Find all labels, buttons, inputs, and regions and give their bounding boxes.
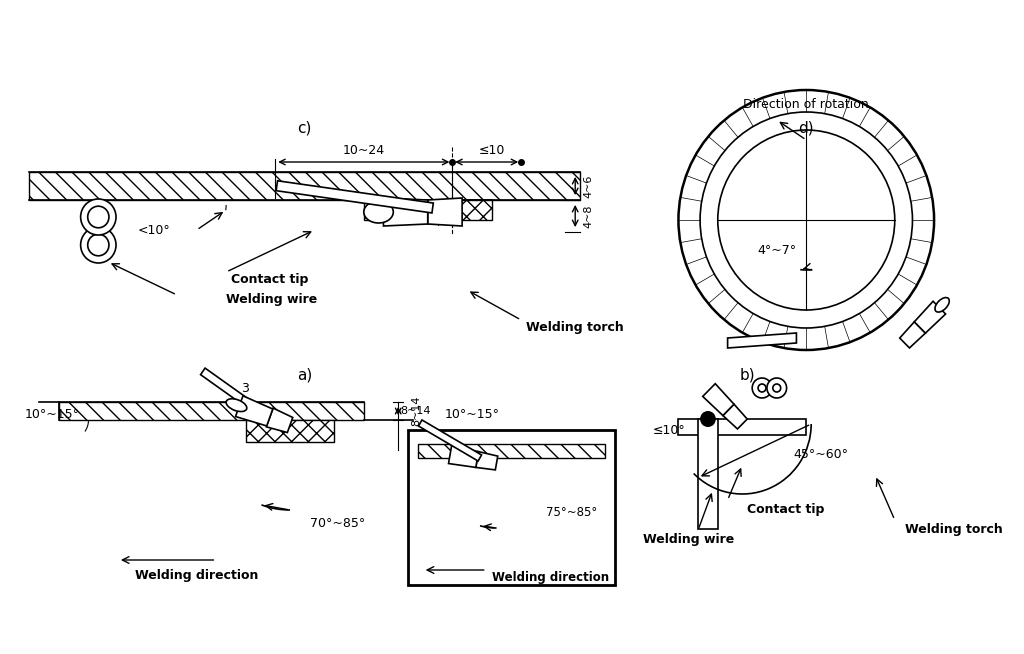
Circle shape	[718, 130, 895, 310]
Bar	[59, 402, 364, 420]
Bar	[30, 172, 581, 200]
Polygon shape	[449, 446, 478, 468]
Polygon shape	[702, 384, 734, 415]
Polygon shape	[276, 181, 433, 213]
Circle shape	[758, 384, 766, 392]
Ellipse shape	[935, 298, 949, 312]
Bar	[698, 419, 718, 529]
Polygon shape	[900, 322, 926, 348]
Polygon shape	[723, 404, 748, 429]
Ellipse shape	[226, 399, 247, 411]
Circle shape	[753, 378, 772, 398]
Polygon shape	[476, 452, 498, 470]
Text: Welding wire: Welding wire	[643, 534, 734, 547]
Bar	[59, 402, 364, 420]
Text: Direction of rotation: Direction of rotation	[743, 99, 869, 111]
Polygon shape	[914, 301, 945, 333]
Text: 4~8: 4~8	[583, 204, 593, 228]
Circle shape	[88, 206, 109, 228]
Polygon shape	[383, 198, 428, 226]
Circle shape	[81, 199, 116, 235]
Bar	[364, 200, 492, 220]
Bar	[408, 430, 614, 585]
Circle shape	[700, 112, 912, 328]
Polygon shape	[419, 420, 481, 461]
Text: 75°~85°: 75°~85°	[546, 506, 597, 519]
Text: d): d)	[799, 120, 814, 135]
Text: 4~6: 4~6	[583, 175, 593, 198]
Text: Contact tip: Contact tip	[231, 273, 308, 286]
Circle shape	[700, 411, 716, 427]
Text: 3: 3	[241, 383, 249, 396]
Bar	[418, 444, 605, 458]
Text: Contact tip: Contact tip	[748, 504, 824, 517]
Text: ≤10°: ≤10°	[652, 424, 685, 436]
Text: Welding torch: Welding torch	[526, 322, 624, 334]
Text: 70°~85°: 70°~85°	[310, 517, 366, 530]
Text: Welding direction: Welding direction	[492, 570, 608, 583]
Text: 10°~15°: 10°~15°	[25, 409, 80, 421]
Text: 8~14: 8~14	[411, 396, 421, 426]
Polygon shape	[266, 408, 293, 432]
Text: 10~24: 10~24	[343, 145, 385, 158]
Circle shape	[88, 234, 109, 256]
Ellipse shape	[364, 201, 393, 223]
Text: 8~14: 8~14	[400, 406, 431, 416]
Text: Welding direction: Welding direction	[135, 568, 258, 581]
Text: ≤10: ≤10	[478, 145, 505, 158]
Circle shape	[767, 378, 786, 398]
Polygon shape	[428, 198, 462, 226]
Text: Welding wire: Welding wire	[226, 294, 317, 307]
Text: 10°~15°: 10°~15°	[444, 409, 500, 421]
Text: 4°~7°: 4°~7°	[757, 243, 797, 256]
Bar	[246, 420, 334, 442]
Text: <10°: <10°	[137, 224, 170, 237]
Text: a): a)	[297, 368, 312, 383]
Polygon shape	[201, 368, 278, 426]
Text: Welding torch: Welding torch	[904, 523, 1002, 536]
Text: b): b)	[739, 368, 755, 383]
Circle shape	[679, 90, 934, 350]
Text: 45°~60°: 45°~60°	[794, 447, 849, 460]
Circle shape	[81, 227, 116, 263]
Bar	[679, 419, 806, 435]
Polygon shape	[236, 396, 272, 426]
Polygon shape	[728, 333, 797, 348]
Text: c): c)	[298, 120, 312, 135]
Circle shape	[773, 384, 780, 392]
